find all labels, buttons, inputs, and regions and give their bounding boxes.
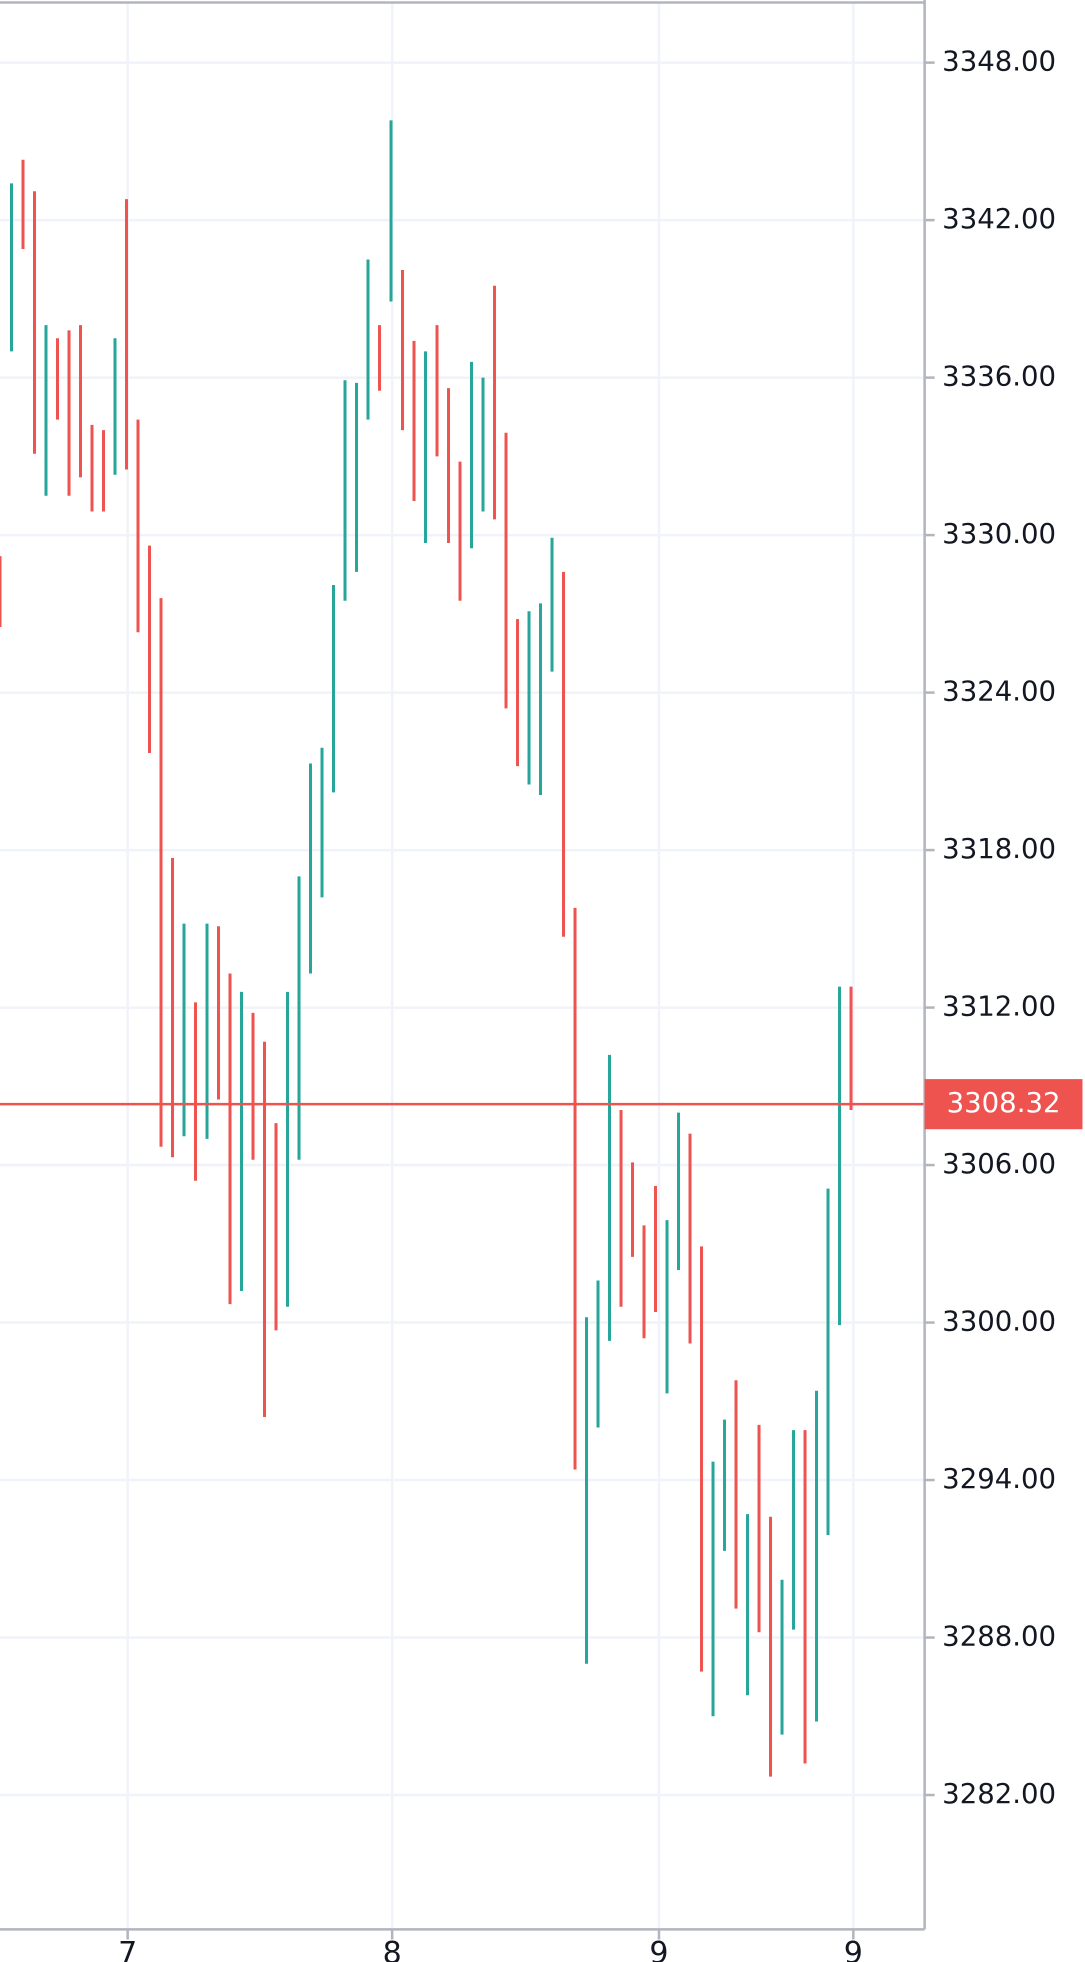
y-tick-label: 3294.00 [942, 1463, 1056, 1495]
y-tick-label: 3324.00 [942, 676, 1056, 708]
y-tick-label: 3306.00 [942, 1148, 1056, 1180]
x-tick-label: 9 [649, 1936, 668, 1962]
y-tick-label: 3336.00 [942, 361, 1056, 393]
y-tick-label: 3300.00 [942, 1306, 1056, 1338]
y-tick-label: 3342.00 [942, 203, 1056, 235]
grid [0, 2, 925, 1930]
y-tick-label: 3348.00 [942, 46, 1056, 78]
last-price-label: 3308.32 [947, 1087, 1061, 1119]
y-tick-label: 3282.00 [942, 1778, 1056, 1810]
y-tick-label: 3330.00 [942, 518, 1056, 550]
y-tick-label: 3318.00 [942, 833, 1056, 865]
x-tick-label: 8 [383, 1936, 402, 1962]
x-tick-label: 9 [844, 1936, 863, 1962]
bars [0, 120, 925, 1777]
x-tick-label: 7 [118, 1936, 137, 1962]
axes: 3282.00 3288.00 3294.00 3300.00 3306.00 3312.… [118, 46, 1083, 1962]
y-tick-label: 3312.00 [942, 991, 1056, 1023]
last-price-box [924, 1079, 1083, 1130]
y-tick-label: 3288.00 [942, 1621, 1056, 1653]
